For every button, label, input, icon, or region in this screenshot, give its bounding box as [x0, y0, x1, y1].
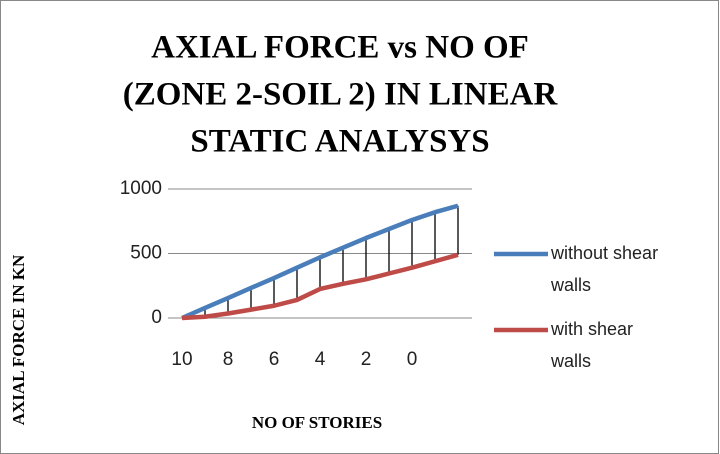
y-tick-label: 500	[130, 243, 162, 264]
x-tick-label: 8	[223, 349, 234, 370]
y-tick-label: 0	[151, 307, 162, 328]
x-axis-title: NO OF STORIES	[252, 413, 382, 432]
series-line	[181, 203, 459, 321]
series-line	[181, 252, 459, 321]
x-tick-label: 0	[407, 349, 418, 370]
legend-label: with shear walls	[550, 319, 633, 371]
chart-title: STATIC ANALYSYS	[190, 124, 489, 160]
chart-title: AXIAL FORCE vs NO OF	[151, 30, 529, 66]
x-tick-label: 10	[171, 349, 192, 370]
y-tick-label: 1000	[120, 178, 162, 199]
x-tick-label: 2	[361, 349, 372, 370]
x-tick-label: 6	[269, 349, 280, 370]
x-tick-label: 4	[315, 349, 326, 370]
y-axis-title: AXIAL FORCE IN KN	[9, 254, 28, 425]
chart-title: (ZONE 2-SOIL 2) IN LINEAR	[123, 77, 559, 113]
legend-label: without shear walls	[550, 243, 658, 295]
